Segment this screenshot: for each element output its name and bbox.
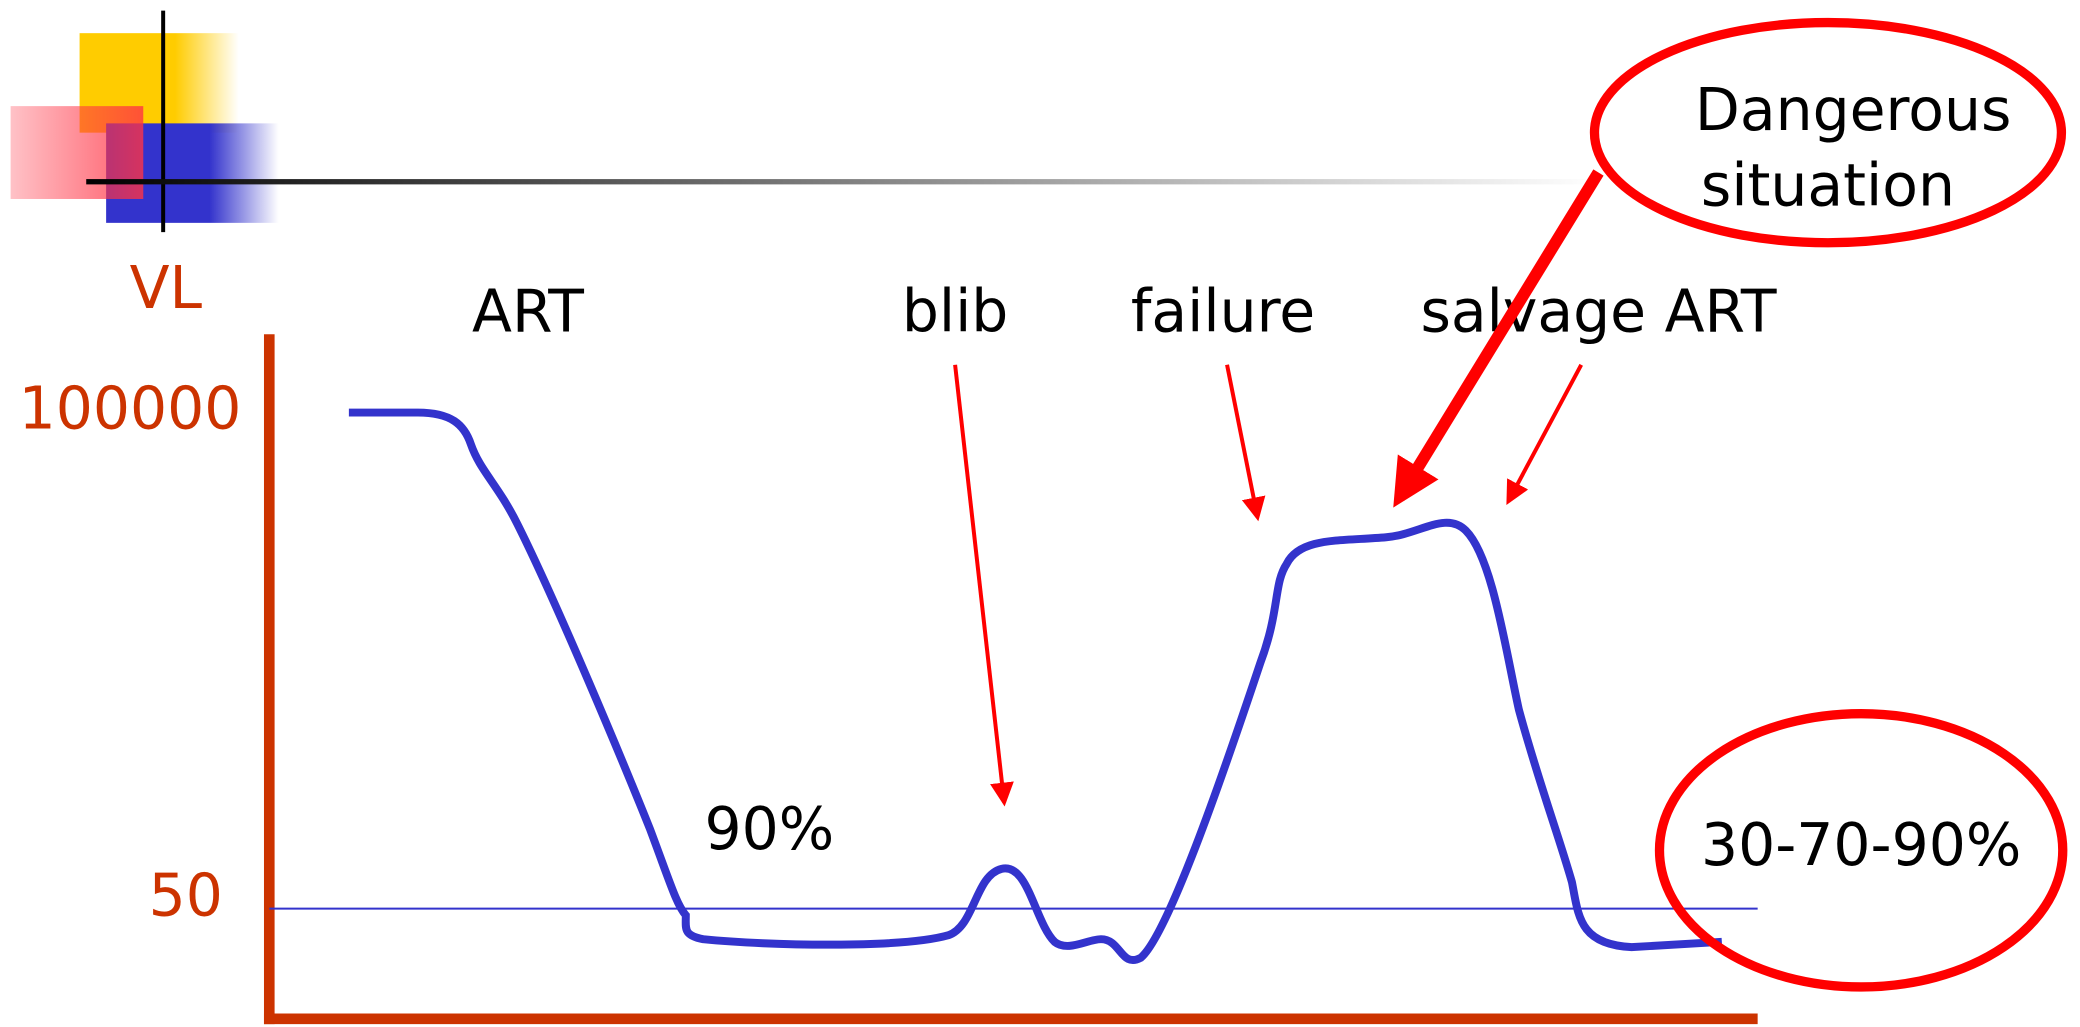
annotation: 30-70-90% (1701, 811, 2021, 879)
viral-load-curve (348, 408, 1723, 964)
annotation: 90% (705, 795, 835, 863)
highlight-ellipse (1654, 709, 2068, 992)
y-tick-label: 100000 (19, 374, 242, 442)
phase-label: salvage ART (1420, 278, 1776, 346)
phase-label: blib (902, 278, 1009, 346)
y-tick-label: 50 (149, 861, 223, 929)
phase-label: failure (1131, 278, 1315, 346)
arrow (1506, 363, 1583, 505)
highlight-ellipse (1589, 17, 2067, 248)
logo (10, 10, 279, 233)
header-rule (86, 179, 1599, 185)
arrow (1393, 169, 1604, 508)
y-axis-label: VL (130, 254, 203, 322)
annotation: situation (1701, 152, 1955, 220)
phase-label: ART (472, 278, 584, 346)
arrow (953, 364, 1014, 807)
arrow (1225, 364, 1266, 522)
annotation: Dangerous (1695, 76, 2011, 144)
